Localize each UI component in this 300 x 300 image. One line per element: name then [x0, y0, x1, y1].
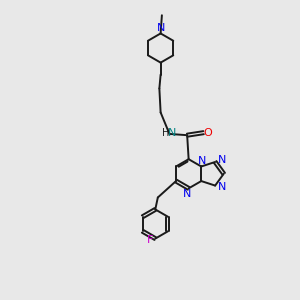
Text: N: N	[198, 156, 206, 166]
Text: N: N	[218, 155, 226, 166]
Text: N: N	[156, 23, 165, 33]
Text: F: F	[147, 235, 153, 245]
Text: N: N	[168, 128, 176, 138]
Text: N: N	[218, 182, 226, 192]
Text: O: O	[204, 128, 212, 138]
Text: N: N	[183, 189, 191, 199]
Text: H: H	[162, 128, 169, 138]
